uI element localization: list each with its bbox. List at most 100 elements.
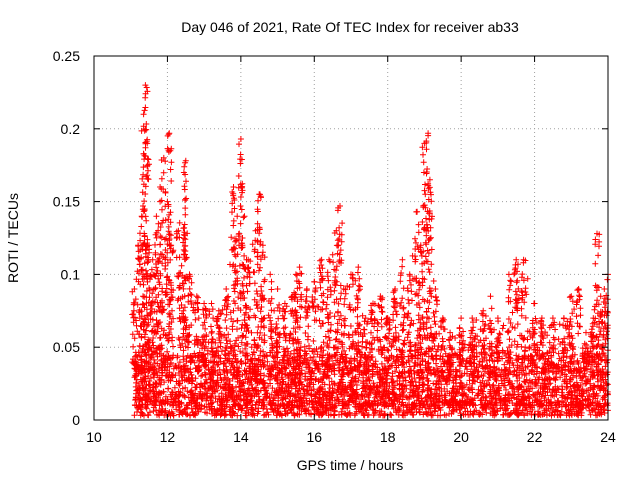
data-point xyxy=(524,410,531,417)
data-point xyxy=(142,104,149,111)
data-point xyxy=(160,169,167,176)
data-point xyxy=(456,398,463,405)
data-point xyxy=(223,325,230,332)
data-point xyxy=(141,198,148,205)
data-point xyxy=(409,401,416,408)
data-point xyxy=(364,412,371,419)
data-point xyxy=(331,287,338,294)
data-point xyxy=(132,349,139,356)
data-point xyxy=(408,378,415,385)
data-point xyxy=(162,266,169,272)
data-point xyxy=(466,377,473,384)
data-point xyxy=(311,393,318,400)
data-point xyxy=(138,223,145,230)
data-point xyxy=(234,317,241,324)
data-point xyxy=(158,175,165,182)
data-point xyxy=(458,373,464,380)
data-point xyxy=(272,407,279,414)
data-point xyxy=(341,295,348,302)
data-point xyxy=(201,319,208,326)
data-point xyxy=(554,408,561,415)
data-point xyxy=(388,412,395,419)
data-point xyxy=(229,323,236,330)
data-point xyxy=(188,292,195,298)
data-point xyxy=(222,317,229,324)
data-point xyxy=(314,406,321,413)
data-point xyxy=(158,197,165,204)
data-point xyxy=(255,197,261,204)
data-point xyxy=(331,408,338,415)
data-point xyxy=(508,410,515,417)
data-point xyxy=(157,198,164,205)
data-point xyxy=(181,224,188,231)
data-point xyxy=(432,408,439,415)
data-point xyxy=(305,323,312,330)
data-point xyxy=(231,288,238,295)
data-point xyxy=(494,408,501,415)
data-point xyxy=(457,412,464,419)
data-point xyxy=(457,379,464,386)
data-point xyxy=(349,382,355,389)
data-point xyxy=(317,284,324,291)
data-point xyxy=(336,224,343,231)
data-point xyxy=(326,381,333,388)
data-point xyxy=(159,206,165,213)
data-point xyxy=(424,411,431,418)
data-point xyxy=(499,325,506,332)
data-point xyxy=(340,381,346,388)
data-point xyxy=(310,338,317,344)
data-point xyxy=(244,387,251,394)
data-point xyxy=(323,305,330,312)
data-point xyxy=(274,391,281,398)
data-point xyxy=(579,377,586,384)
data-point xyxy=(169,334,176,341)
data-point xyxy=(186,285,193,292)
data-point xyxy=(227,343,234,350)
data-point xyxy=(514,321,521,328)
data-point xyxy=(409,297,415,304)
data-point xyxy=(359,343,366,350)
data-point xyxy=(521,378,528,385)
data-point xyxy=(342,322,349,329)
data-point xyxy=(436,374,443,381)
data-point xyxy=(406,300,412,307)
data-point xyxy=(416,409,423,416)
data-point xyxy=(503,406,510,413)
data-point xyxy=(584,378,590,385)
data-point xyxy=(130,343,137,350)
data-point xyxy=(268,278,275,285)
data-point xyxy=(254,253,261,260)
data-point xyxy=(195,294,201,301)
data-point xyxy=(291,412,298,419)
data-point xyxy=(196,349,203,356)
data-point xyxy=(435,373,442,380)
data-point xyxy=(170,365,177,372)
data-point xyxy=(433,360,439,367)
data-point xyxy=(140,281,147,288)
data-point xyxy=(241,274,247,281)
data-point xyxy=(463,381,470,388)
data-point xyxy=(487,386,494,393)
data-point xyxy=(524,393,531,400)
data-point xyxy=(385,347,392,354)
data-point xyxy=(330,412,337,419)
data-point xyxy=(173,254,180,261)
data-point xyxy=(260,396,267,403)
data-point xyxy=(180,347,187,354)
data-point xyxy=(164,348,171,355)
data-point xyxy=(144,259,151,266)
data-point xyxy=(505,379,512,386)
data-point xyxy=(252,401,259,408)
data-point xyxy=(152,241,158,248)
data-point xyxy=(258,288,265,294)
data-point xyxy=(166,310,172,317)
data-point xyxy=(257,308,264,315)
data-point xyxy=(211,353,218,360)
data-point xyxy=(298,407,305,414)
data-point xyxy=(274,324,280,331)
data-point xyxy=(568,412,575,419)
data-point xyxy=(341,347,347,354)
data-point xyxy=(547,392,554,399)
data-point xyxy=(329,251,336,258)
data-point xyxy=(600,379,607,386)
